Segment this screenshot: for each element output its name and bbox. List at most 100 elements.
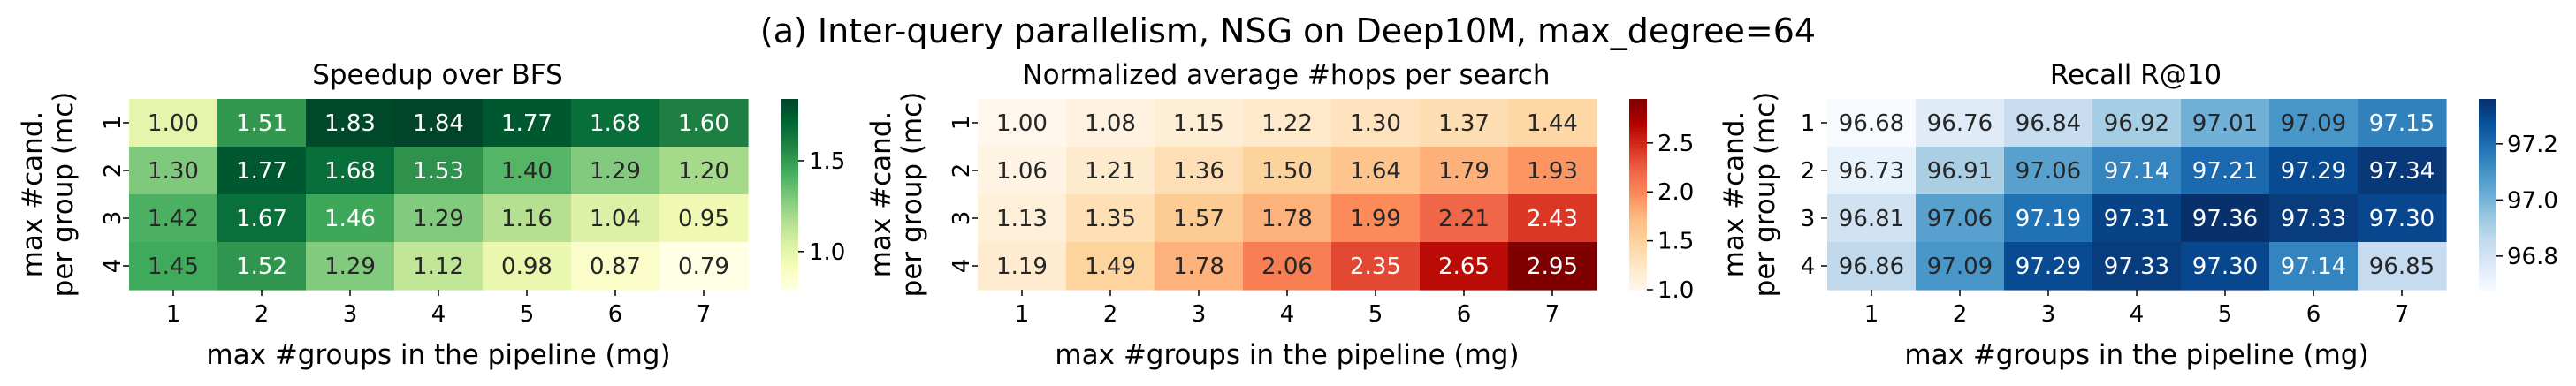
colorbar-segment	[2479, 111, 2496, 116]
colorbar-segment	[2479, 149, 2496, 154]
cell-value-label: 0.87	[590, 254, 641, 280]
heatmap-cell	[1243, 147, 1332, 195]
colorbar-segment	[1629, 137, 1647, 141]
cell-value-label: 0.98	[501, 254, 553, 280]
colorbar-segment	[2479, 216, 2496, 221]
y-axis-label: max #cand.	[865, 111, 897, 278]
y-axis-label: per group (mc)	[1749, 92, 1781, 298]
colorbar-segment	[1629, 127, 1647, 132]
cell-value-label: 1.35	[1085, 206, 1136, 232]
cell-value-label: 96.81	[1839, 206, 1904, 232]
heatmap-cell	[571, 194, 660, 243]
colorbar-segment	[2479, 115, 2496, 119]
colorbar-segment	[2479, 102, 2496, 106]
colorbar-tick-label: 1.5	[809, 148, 845, 175]
colorbar-segment	[781, 108, 798, 113]
colorbar-segment	[2479, 159, 2496, 163]
colorbar-segment	[781, 137, 798, 141]
colorbar-segment	[781, 127, 798, 132]
heatmap-cell	[2269, 147, 2359, 195]
colorbar-segment	[1629, 108, 1647, 113]
y-tick-label: 2	[949, 163, 975, 178]
x-tick-label: 3	[2041, 301, 2056, 328]
cell-value-label: 97.33	[2281, 206, 2346, 232]
heatmap-cell	[2092, 194, 2182, 243]
cell-value-label: 1.29	[590, 158, 641, 185]
heatmap-cell	[659, 147, 749, 195]
heatmap-cell	[483, 194, 572, 243]
colorbar-segment	[1629, 251, 1647, 256]
colorbar-segment	[781, 264, 798, 269]
x-tick-label: 5	[520, 301, 535, 328]
colorbar-segment	[781, 238, 798, 243]
heatmap-cell	[129, 99, 218, 148]
y-axis-label: max #cand.	[17, 111, 49, 278]
cell-value-label: 1.79	[1438, 158, 1490, 185]
heatmap-cell	[483, 147, 572, 195]
colorbar-segment	[2479, 213, 2496, 217]
cell-value-label: 96.91	[1927, 158, 1993, 185]
colorbar-segment	[1629, 102, 1647, 106]
colorbar-segment	[2479, 276, 2496, 281]
colorbar-segment	[781, 178, 798, 183]
colorbar-segment	[1629, 155, 1647, 161]
cell-value-label: 97.15	[2369, 110, 2435, 137]
heatmap-cell	[1331, 147, 1421, 195]
colorbar-segment	[2479, 133, 2496, 138]
cell-value-label: 2.06	[1261, 254, 1313, 280]
colorbar-segment	[1629, 261, 1647, 265]
heatmap-cell	[483, 242, 572, 291]
heatmap-cell	[306, 194, 395, 243]
colorbar-segment	[781, 159, 798, 163]
colorbar-tick-label: 1.0	[809, 239, 845, 266]
colorbar-segment	[781, 181, 798, 185]
colorbar-segment	[1629, 270, 1647, 275]
colorbar-segment	[2479, 181, 2496, 185]
colorbar-tick-label: 2.0	[1658, 179, 1694, 206]
colorbar-segment	[2479, 191, 2496, 195]
colorbar-segment	[781, 213, 798, 217]
colorbar-segment	[1629, 117, 1647, 122]
heatmap-cell	[1508, 99, 1597, 148]
colorbar-segment	[2479, 131, 2496, 135]
colorbar-segment	[2479, 251, 2496, 256]
colorbar-segment	[781, 235, 798, 240]
colorbar-segment	[781, 163, 798, 167]
cell-value-label: 1.67	[236, 206, 287, 232]
colorbar-segment	[781, 251, 798, 256]
colorbar-segment	[781, 261, 798, 265]
heatmap-cell	[1066, 147, 1155, 195]
heatmap-cell	[2092, 99, 2182, 148]
colorbar-segment	[1629, 147, 1647, 151]
colorbar-segment	[2479, 245, 2496, 249]
colorbar-segment	[781, 207, 798, 211]
cell-value-label: 1.44	[1527, 110, 1578, 137]
heatmap-cell	[571, 147, 660, 195]
colorbar-segment	[2479, 187, 2496, 193]
cell-value-label: 1.93	[1527, 158, 1578, 185]
colorbar-segment	[1629, 235, 1647, 240]
colorbar-segment	[781, 194, 798, 199]
colorbar-segment	[1629, 283, 1647, 288]
colorbar-segment	[781, 280, 798, 284]
cell-value-label: 1.08	[1085, 110, 1136, 137]
colorbar-segment	[781, 105, 798, 110]
colorbar-segment	[2479, 117, 2496, 122]
heatmap-cell	[2181, 242, 2270, 291]
cell-value-label: 1.00	[996, 110, 1048, 137]
cell-value-label: 1.99	[1350, 206, 1401, 232]
colorbar-segment	[2479, 283, 2496, 288]
y-tick-label: 1	[100, 116, 126, 131]
colorbar-segment	[2479, 235, 2496, 240]
cell-value-label: 2.21	[1438, 206, 1490, 232]
heatmap-cell	[2004, 194, 2093, 243]
cell-value-label: 1.15	[1173, 110, 1224, 137]
cell-value-label: 96.84	[2016, 110, 2081, 137]
colorbar-segment	[2479, 229, 2496, 233]
colorbar-segment	[1629, 140, 1647, 145]
colorbar-segment	[2479, 163, 2496, 167]
colorbar-segment	[1629, 121, 1647, 125]
x-tick-label: 4	[2130, 301, 2145, 328]
cell-value-label: 2.35	[1350, 254, 1401, 280]
y-tick-label: 3	[100, 211, 126, 226]
